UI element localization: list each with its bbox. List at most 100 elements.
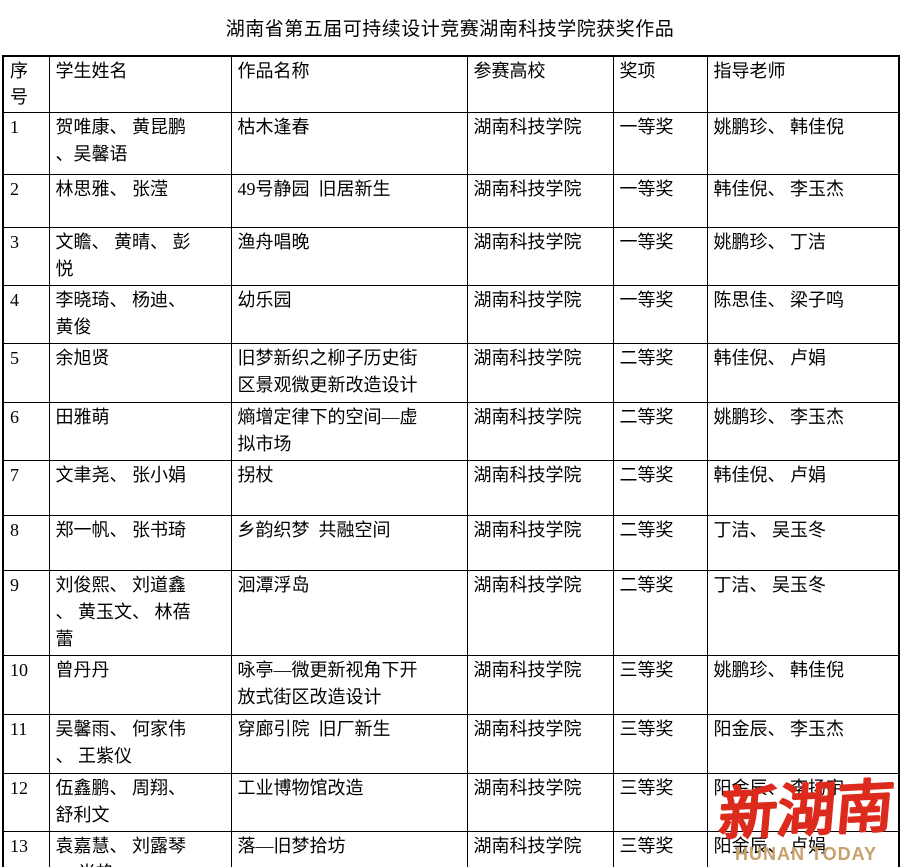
cell-award: 二等奖: [612, 460, 708, 516]
awards-table: 序号 学生姓名 作品名称 参赛高校 奖项 指导老师 1 贺唯康、 黄昆鹏 、吴馨…: [2, 55, 900, 867]
cell-advisors: 韩佳倪、 卢娟: [706, 460, 900, 516]
cell-work: 落—旧梦拾坊: [230, 831, 468, 867]
cell-advisors: 陈思佳、 梁子鸣: [706, 285, 900, 344]
cell-index: 10: [2, 655, 50, 715]
cell-advisors: 丁洁、 吴玉冬: [706, 515, 900, 571]
table-row: 1 贺唯康、 黄昆鹏 、吴馨语 枯木逢春 湖南科技学院 一等奖 姚鹏珍、 韩佳倪: [2, 112, 900, 175]
cell-award: 二等奖: [612, 515, 708, 571]
cell-school: 湖南科技学院: [466, 174, 614, 228]
cell-students: 余旭贤: [48, 343, 232, 403]
cell-students: 文瞻、 黄晴、 彭 悦: [48, 227, 232, 286]
awards-table-header: 序号 学生姓名 作品名称 参赛高校 奖项 指导老师: [2, 55, 900, 113]
cell-students: 吴馨雨、 何家伟 、 王紫仪: [48, 714, 232, 774]
table-row: 9 刘俊熙、 刘道鑫 、 黄玉文、 林蓓 蕾 洄潭浮岛 湖南科技学院 二等奖 丁…: [2, 570, 900, 656]
cell-advisors: 姚鹏珍、 李玉杰: [706, 402, 900, 461]
table-row: 13 袁嘉慧、 刘露琴 、 肖艳 落—旧梦拾坊 湖南科技学院 三等奖 阳金辰、 …: [2, 831, 900, 867]
cell-index: 2: [2, 174, 50, 228]
cell-award: 二等奖: [612, 343, 708, 403]
cell-work: 幼乐园: [230, 285, 468, 344]
cell-advisors: 姚鹏珍、 韩佳倪: [706, 655, 900, 715]
table-row: 6 田雅萌 熵增定律下的空间—虚 拟市场 湖南科技学院 二等奖 姚鹏珍、 李玉杰: [2, 402, 900, 461]
cell-school: 湖南科技学院: [466, 515, 614, 571]
cell-index: 5: [2, 343, 50, 403]
cell-award: 三等奖: [612, 773, 708, 832]
cell-students: 贺唯康、 黄昆鹏 、吴馨语: [48, 112, 232, 175]
cell-award: 三等奖: [612, 714, 708, 774]
table-row: 4 李晓琦、 杨迪、 黄俊 幼乐园 湖南科技学院 一等奖 陈思佳、 梁子鸣: [2, 285, 900, 344]
cell-school: 湖南科技学院: [466, 285, 614, 344]
cell-work: 乡韵织梦 共融空间: [230, 515, 468, 571]
cell-work: 渔舟唱晚: [230, 227, 468, 286]
cell-students: 伍鑫鹏、 周翔、 舒利文: [48, 773, 232, 832]
cell-students: 袁嘉慧、 刘露琴 、 肖艳: [48, 831, 232, 867]
cell-index: 8: [2, 515, 50, 571]
table-row: 5 余旭贤 旧梦新织之柳子历史街 区景观微更新改造设计 湖南科技学院 二等奖 韩…: [2, 343, 900, 403]
header-index: 序号: [2, 55, 50, 113]
cell-school: 湖南科技学院: [466, 570, 614, 656]
cell-work: 拐杖: [230, 460, 468, 516]
cell-index: 1: [2, 112, 50, 175]
header-row: 序号 学生姓名 作品名称 参赛高校 奖项 指导老师: [2, 55, 900, 113]
cell-advisors: 韩佳倪、 李玉杰: [706, 174, 900, 228]
cell-work: 穿廊引院 旧厂新生: [230, 714, 468, 774]
cell-advisors: 阳金辰、 卢娟: [706, 831, 900, 867]
cell-school: 湖南科技学院: [466, 112, 614, 175]
table-row: 11 吴馨雨、 何家伟 、 王紫仪 穿廊引院 旧厂新生 湖南科技学院 三等奖 阳…: [2, 714, 900, 774]
cell-index: 12: [2, 773, 50, 832]
cell-index: 3: [2, 227, 50, 286]
cell-work: 枯木逢春: [230, 112, 468, 175]
header-school: 参赛高校: [466, 55, 614, 113]
table-row: 10 曾丹丹 咏亭—微更新视角下开 放式街区改造设计 湖南科技学院 三等奖 姚鹏…: [2, 655, 900, 715]
cell-work: 熵增定律下的空间—虚 拟市场: [230, 402, 468, 461]
cell-advisors: 阳金辰、 李玉杰: [706, 714, 900, 774]
cell-school: 湖南科技学院: [466, 831, 614, 867]
table-row: 12 伍鑫鹏、 周翔、 舒利文 工业博物馆改造 湖南科技学院 三等奖 阳金辰、 …: [2, 773, 900, 832]
cell-award: 三等奖: [612, 831, 708, 867]
cell-index: 4: [2, 285, 50, 344]
header-advisors: 指导老师: [706, 55, 900, 113]
cell-school: 湖南科技学院: [466, 343, 614, 403]
cell-students: 刘俊熙、 刘道鑫 、 黄玉文、 林蓓 蕾: [48, 570, 232, 656]
cell-students: 曾丹丹: [48, 655, 232, 715]
cell-award: 一等奖: [612, 112, 708, 175]
cell-school: 湖南科技学院: [466, 227, 614, 286]
cell-advisors: 阳金辰、 李扬宇: [706, 773, 900, 832]
cell-work: 工业博物馆改造: [230, 773, 468, 832]
table-row: 3 文瞻、 黄晴、 彭 悦 渔舟唱晚 湖南科技学院 一等奖 姚鹏珍、 丁洁: [2, 227, 900, 286]
header-work: 作品名称: [230, 55, 468, 113]
cell-work: 洄潭浮岛: [230, 570, 468, 656]
cell-work: 49号静园 旧居新生: [230, 174, 468, 228]
cell-advisors: 丁洁、 吴玉冬: [706, 570, 900, 656]
cell-school: 湖南科技学院: [466, 714, 614, 774]
cell-index: 13: [2, 831, 50, 867]
cell-students: 林思雅、 张滢: [48, 174, 232, 228]
header-award: 奖项: [612, 55, 708, 113]
cell-school: 湖南科技学院: [466, 460, 614, 516]
cell-school: 湖南科技学院: [466, 655, 614, 715]
cell-school: 湖南科技学院: [466, 402, 614, 461]
cell-index: 7: [2, 460, 50, 516]
cell-index: 6: [2, 402, 50, 461]
cell-students: 田雅萌: [48, 402, 232, 461]
table-row: 7 文聿尧、 张小娟 拐杖 湖南科技学院 二等奖 韩佳倪、 卢娟: [2, 460, 900, 516]
cell-students: 郑一帆、 张书琦: [48, 515, 232, 571]
cell-school: 湖南科技学院: [466, 773, 614, 832]
cell-award: 二等奖: [612, 570, 708, 656]
cell-award: 一等奖: [612, 174, 708, 228]
cell-students: 李晓琦、 杨迪、 黄俊: [48, 285, 232, 344]
header-students: 学生姓名: [48, 55, 232, 113]
cell-advisors: 姚鹏珍、 韩佳倪: [706, 112, 900, 175]
awards-table-body: 1 贺唯康、 黄昆鹏 、吴馨语 枯木逢春 湖南科技学院 一等奖 姚鹏珍、 韩佳倪…: [2, 112, 900, 867]
table-row: 2 林思雅、 张滢 49号静园 旧居新生 湖南科技学院 一等奖 韩佳倪、 李玉杰: [2, 174, 900, 228]
table-row: 8 郑一帆、 张书琦 乡韵织梦 共融空间 湖南科技学院 二等奖 丁洁、 吴玉冬: [2, 515, 900, 571]
cell-students: 文聿尧、 张小娟: [48, 460, 232, 516]
cell-award: 二等奖: [612, 402, 708, 461]
cell-advisors: 韩佳倪、 卢娟: [706, 343, 900, 403]
cell-index: 9: [2, 570, 50, 656]
cell-work: 旧梦新织之柳子历史街 区景观微更新改造设计: [230, 343, 468, 403]
cell-award: 一等奖: [612, 227, 708, 286]
cell-award: 一等奖: [612, 285, 708, 344]
document-title: 湖南省第五届可持续设计竞赛湖南科技学院获奖作品: [225, 19, 675, 40]
cell-award: 三等奖: [612, 655, 708, 715]
